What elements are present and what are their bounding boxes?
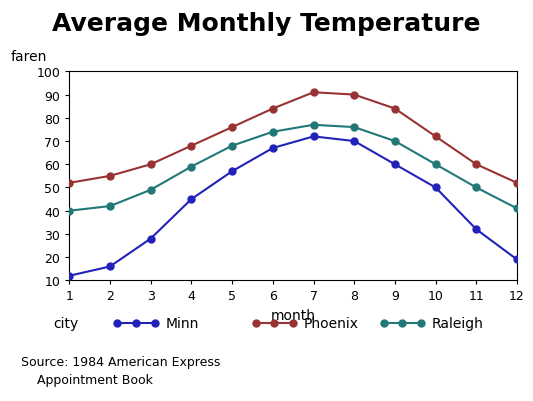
Text: faren: faren xyxy=(11,50,47,64)
Text: Minn: Minn xyxy=(165,316,199,330)
Text: city: city xyxy=(53,316,78,330)
X-axis label: month: month xyxy=(271,308,316,322)
Text: Source: 1984 American Express
    Appointment Book: Source: 1984 American Express Appointmen… xyxy=(21,355,221,386)
Text: Phoenix: Phoenix xyxy=(304,316,359,330)
Text: Raleigh: Raleigh xyxy=(432,316,483,330)
Text: Average Monthly Temperature: Average Monthly Temperature xyxy=(52,12,481,36)
